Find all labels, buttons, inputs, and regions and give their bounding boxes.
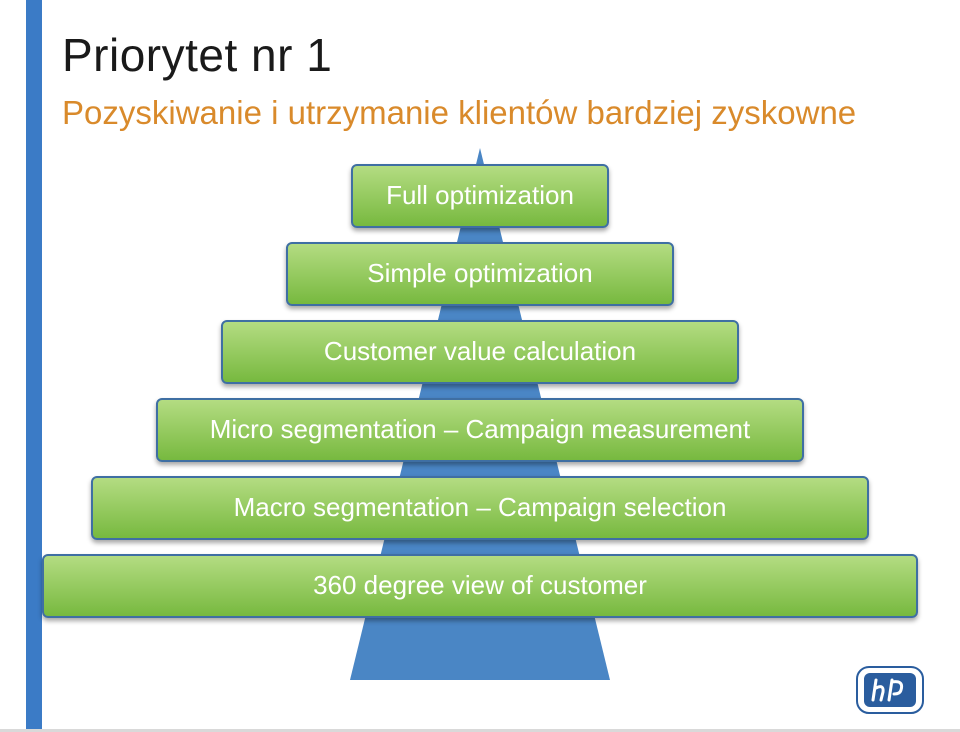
- pyramid-level-label: Macro segmentation – Campaign selection: [234, 494, 727, 521]
- pyramid-level-label: 360 degree view of customer: [313, 572, 647, 599]
- side-accent-bar: [26, 0, 42, 732]
- pyramid-level-5: Macro segmentation – Campaign selection: [91, 476, 869, 540]
- page-title: Priorytet nr 1: [62, 28, 332, 82]
- pyramid-level-label: Customer value calculation: [324, 338, 636, 365]
- pyramid-level-2: Simple optimization: [286, 242, 674, 306]
- hp-logo: [856, 666, 924, 714]
- page-subtitle: Pozyskiwanie i utrzymanie klientów bardz…: [62, 94, 856, 132]
- pyramid-level-1: Full optimization: [351, 164, 609, 228]
- pyramid-level-6: 360 degree view of customer: [42, 554, 918, 618]
- pyramid-level-4: Micro segmentation – Campaign measuremen…: [156, 398, 804, 462]
- pyramid-level-3: Customer value calculation: [221, 320, 739, 384]
- pyramid-level-label: Micro segmentation – Campaign measuremen…: [210, 416, 750, 443]
- pyramid-level-label: Simple optimization: [367, 260, 592, 287]
- pyramid-level-label: Full optimization: [386, 182, 574, 209]
